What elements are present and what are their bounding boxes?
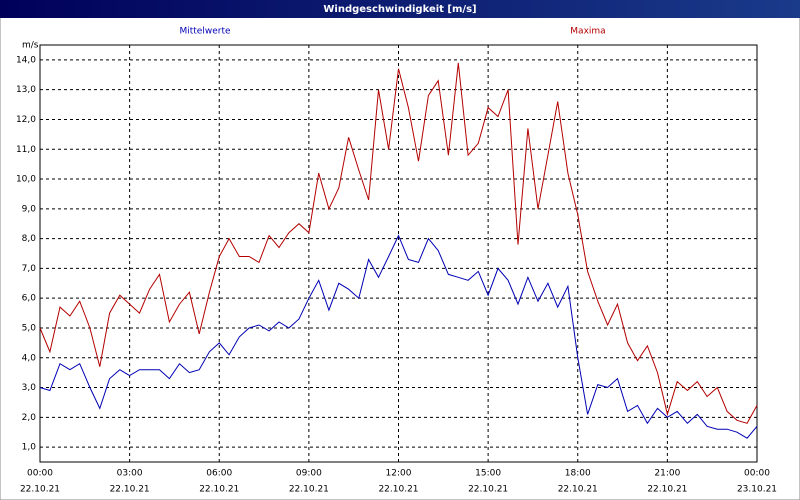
x-tick-label: 12:00 <box>386 469 412 479</box>
legend-entry: Mittelwerte <box>179 27 230 37</box>
y-tick-label: 5,0 <box>22 323 37 333</box>
y-unit: m/s <box>22 41 39 51</box>
y-tick-label: 4,0 <box>22 353 37 363</box>
x-tick-label: 09:00 <box>296 469 322 479</box>
y-tick-label: 6,0 <box>22 294 37 304</box>
x-tick-label: 21:00 <box>654 469 680 479</box>
y-tick-label: 11,0 <box>16 145 36 155</box>
y-tick-label: 9,0 <box>22 204 37 214</box>
x-tick-label: 15:00 <box>475 469 501 479</box>
y-tick-label: 8,0 <box>22 234 37 244</box>
series-line <box>39 234 758 439</box>
x-tick-label: 03:00 <box>117 469 143 479</box>
y-tick-label: 13,0 <box>16 85 36 95</box>
title-bar <box>0 0 800 18</box>
x-tick-date: 22.10.21 <box>468 485 508 495</box>
x-tick-label: 06:00 <box>206 469 232 479</box>
x-tick-date: 22.10.21 <box>558 485 598 495</box>
y-tick-label: 3,0 <box>22 383 37 393</box>
y-tick-label: 7,0 <box>22 264 37 274</box>
x-tick-label: 18:00 <box>565 469 591 479</box>
y-tick-label: 2,0 <box>22 413 37 423</box>
x-tick-date: 22.10.21 <box>20 485 60 495</box>
x-tick-date: 22.10.21 <box>289 485 329 495</box>
legend-entry: Maxima <box>570 27 605 37</box>
y-tick-label: 12,0 <box>16 115 36 125</box>
y-tick-label: 1,0 <box>22 443 37 453</box>
series-line <box>39 62 758 424</box>
y-tick-label: 10,0 <box>16 175 36 185</box>
x-tick-date: 23.10.21 <box>737 485 777 495</box>
x-tick-date: 22.10.21 <box>199 485 239 495</box>
y-tick-label: 14,0 <box>16 55 36 65</box>
x-tick-label: 00:00 <box>27 469 53 479</box>
x-tick-date: 22.10.21 <box>378 485 418 495</box>
x-tick-date: 22.10.21 <box>647 485 687 495</box>
x-tick-date: 22.10.21 <box>110 485 150 495</box>
chart-title: Windgeschwindigkeit [m/s] <box>323 4 476 15</box>
x-tick-label: 00:00 <box>744 469 770 479</box>
